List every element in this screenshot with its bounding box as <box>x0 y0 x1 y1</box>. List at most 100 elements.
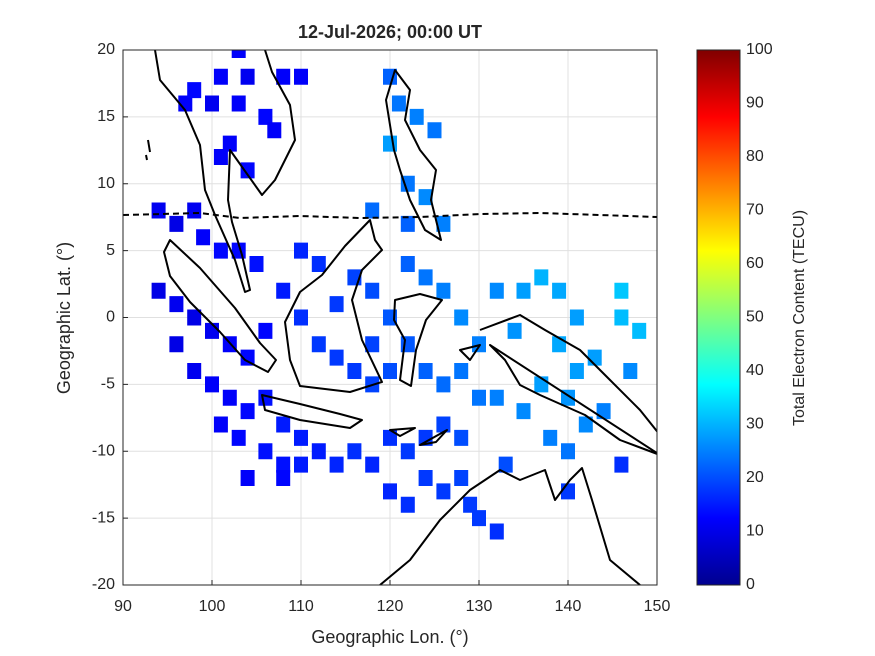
coastline <box>385 69 442 241</box>
tec-tile <box>614 282 629 299</box>
y-tick-label: -10 <box>92 442 115 459</box>
tec-tile <box>347 443 362 460</box>
tec-tile <box>329 349 344 366</box>
tec-tile <box>169 336 184 353</box>
tec-tile <box>213 416 228 433</box>
tec-tile <box>454 470 469 486</box>
y-tick-label: 15 <box>97 108 115 125</box>
tec-tile <box>187 363 202 379</box>
tec-tile <box>196 229 211 246</box>
tec-tile <box>569 309 584 326</box>
tec-tile <box>329 456 344 473</box>
tec-tile <box>561 443 575 460</box>
coastline <box>379 467 641 585</box>
x-tick-label: 120 <box>377 598 404 615</box>
tec-tile <box>258 108 273 125</box>
tec-tile <box>623 363 638 379</box>
colorbar-tick-label: 20 <box>746 469 764 486</box>
coastline <box>154 50 296 293</box>
tec-tile <box>543 429 558 446</box>
coastline <box>393 293 443 387</box>
tec-tile <box>383 135 397 152</box>
tec-tile <box>418 269 433 286</box>
tec-tile <box>311 256 326 272</box>
tec-tile <box>169 296 184 313</box>
y-tick-label: 20 <box>97 41 115 58</box>
colorbar-tick-label: 90 <box>746 95 764 112</box>
tec-tile <box>516 282 531 299</box>
colorbar-tick-label: 80 <box>746 148 764 165</box>
tec-tile <box>294 242 308 259</box>
tec-tile <box>276 416 291 433</box>
tec-tile <box>400 443 415 460</box>
tec-tile <box>569 363 584 379</box>
tec-tile <box>294 456 308 473</box>
tec-tile <box>187 82 202 99</box>
tec-tile <box>294 309 308 326</box>
tec-tile <box>454 429 469 446</box>
tec-tile <box>427 122 442 139</box>
x-tick-label: 110 <box>288 598 314 615</box>
coastline <box>479 314 657 455</box>
tec-tile <box>276 282 291 299</box>
tec-tile <box>258 443 273 460</box>
tec-tile <box>169 215 184 232</box>
tec-tile <box>489 389 504 406</box>
tec-tile <box>463 496 478 513</box>
tec-tile <box>294 429 308 446</box>
y-axis-label: Geographic Lat. (°) <box>54 242 74 394</box>
tec-tile <box>151 282 166 299</box>
colorbar-tick-label: 10 <box>746 523 764 540</box>
tec-tile <box>258 322 273 339</box>
tec-tile <box>587 349 602 366</box>
tec-tile <box>240 349 255 366</box>
coastline <box>145 139 151 161</box>
tec-tile <box>400 215 415 232</box>
x-tick-label: 90 <box>114 598 132 615</box>
tec-tile <box>365 282 380 299</box>
tec-tile <box>187 202 202 219</box>
tec-tile <box>418 189 433 206</box>
tec-tile <box>231 95 246 112</box>
tec-tile <box>187 309 202 326</box>
coastline <box>389 344 481 446</box>
tec-tile <box>231 429 246 446</box>
tec-tile <box>249 256 264 272</box>
tec-tile <box>418 429 433 446</box>
tec-tile <box>534 269 549 286</box>
tec-tile <box>454 309 469 326</box>
tec-tile <box>561 483 575 500</box>
tec-tile <box>436 282 451 299</box>
tec-tile <box>472 510 486 527</box>
tec-tile <box>240 470 255 486</box>
tec-tile <box>276 470 291 486</box>
tec-tile <box>418 363 433 379</box>
tec-tile <box>329 296 344 313</box>
tec-tile <box>365 456 380 473</box>
colorbar-tick-label: 0 <box>746 576 755 593</box>
tec-tile <box>400 256 415 272</box>
tec-tile <box>205 95 219 112</box>
tec-tile <box>276 68 291 85</box>
coastlines <box>123 50 657 585</box>
tec-tile <box>240 68 255 85</box>
tec-tile <box>213 242 228 259</box>
tec-tile <box>409 108 424 125</box>
tec-tile <box>240 162 255 179</box>
chart-title: 12-Jul-2026; 00:00 UT <box>298 22 482 42</box>
colorbar-tick-label: 70 <box>746 202 764 219</box>
tec-tile <box>205 376 219 393</box>
tec-tile <box>311 443 326 460</box>
tec-tile <box>436 215 451 232</box>
x-tick-label: 130 <box>466 598 493 615</box>
colorbar-tick-label: 50 <box>746 309 764 326</box>
tec-tile <box>294 68 308 85</box>
tec-tile <box>489 523 504 540</box>
y-tick-label: 10 <box>97 175 115 192</box>
colorbar <box>696 49 741 586</box>
tiles <box>151 50 647 540</box>
tec-tile <box>498 456 513 473</box>
tec-tile <box>472 389 486 406</box>
tec-tile <box>578 416 593 433</box>
